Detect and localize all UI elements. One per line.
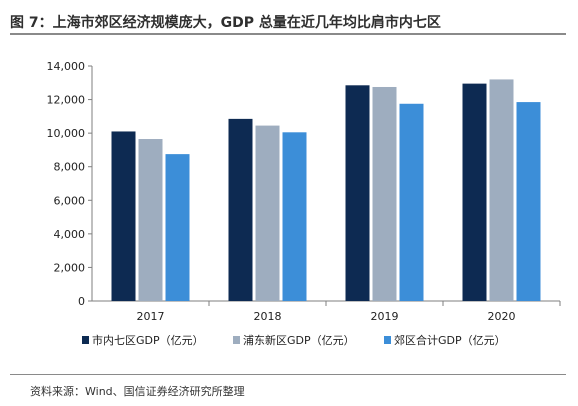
legend-swatch	[82, 336, 89, 344]
bar	[516, 102, 541, 301]
bar	[255, 125, 280, 301]
y-tick-label: 12,000	[47, 94, 86, 107]
x-tick-label: 2017	[137, 310, 165, 323]
y-tick-label: 0	[78, 295, 85, 308]
legend-swatch	[233, 336, 240, 344]
x-tick-label: 2018	[254, 310, 282, 323]
legend-label: 浦东新区GDP（亿元）	[243, 333, 355, 347]
bar	[372, 86, 397, 301]
legend-label: 市内七区GDP（亿元）	[92, 333, 204, 347]
title-divider	[10, 33, 566, 35]
legend-label: 郊区合计GDP（亿元）	[394, 333, 506, 347]
x-tick-label: 2020	[488, 310, 516, 323]
y-tick-label: 4,000	[54, 228, 86, 241]
y-tick-label: 2,000	[54, 261, 86, 274]
footer-divider	[10, 374, 566, 375]
y-tick-label: 6,000	[54, 194, 86, 207]
bar	[228, 118, 253, 301]
y-tick-label: 10,000	[47, 127, 86, 140]
bar	[165, 154, 190, 301]
x-tick-label: 2019	[371, 310, 399, 323]
bar	[462, 83, 487, 301]
bar	[399, 103, 424, 302]
bar	[282, 132, 307, 301]
bar	[345, 85, 370, 301]
figure-title: 图 7：上海市郊区经济规模庞大，GDP 总量在近几年均比肩市内七区	[10, 15, 441, 31]
bar	[138, 139, 163, 301]
source-note: 资料来源：Wind、国信证券经济研究所整理	[30, 385, 245, 398]
bar	[489, 79, 514, 301]
y-tick-label: 14,000	[47, 60, 86, 73]
bar	[111, 131, 136, 301]
y-tick-label: 8,000	[54, 161, 86, 174]
legend-swatch	[384, 336, 391, 344]
